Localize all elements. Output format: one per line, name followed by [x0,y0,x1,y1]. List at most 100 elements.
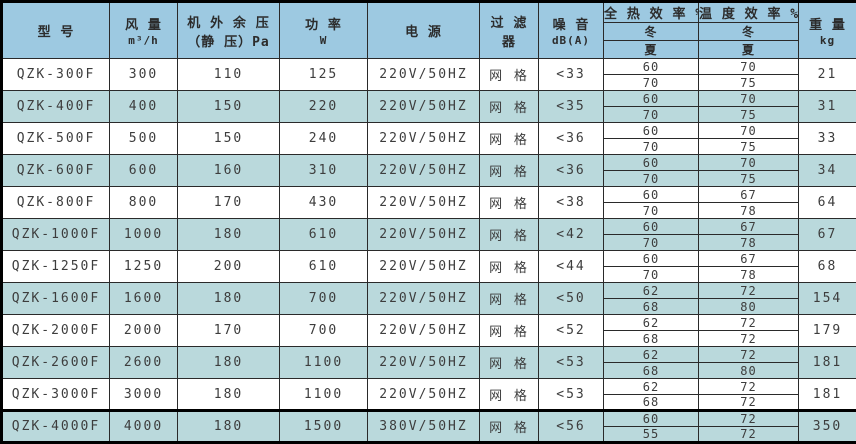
pressure-cell: 170 [178,315,280,347]
filter-cell: 网 格 [480,219,539,251]
power-cell: 1500 [280,411,368,443]
weight-cell: 179 [799,315,856,347]
heat-efficiency-summer-cell: 70 [604,107,699,123]
filter-cell: 网 格 [480,315,539,347]
power-cell: 610 [280,251,368,283]
heat-efficiency-winter-cell: 62 [604,315,699,331]
heat-efficiency-winter-cell: 60 [604,219,699,235]
heat-efficiency-summer-cell: 70 [604,203,699,219]
noise-cell: <36 [539,123,604,155]
temp-efficiency-winter-cell: 70 [699,59,799,75]
power-supply-cell: 220V/50HZ [368,91,480,123]
noise-cell: <56 [539,411,604,443]
weight-cell: 181 [799,379,856,411]
subheader-temp-winter: 冬 [699,23,799,41]
pressure-cell: 200 [178,251,280,283]
model-cell: QZK-500F [2,123,110,155]
power-supply-cell: 220V/50HZ [368,155,480,187]
heat-efficiency-winter-cell: 62 [604,379,699,395]
noise-cell: <38 [539,187,604,219]
col-header-filter-line1: 过 滤 [480,12,538,31]
airflow-cell: 1600 [110,283,178,315]
temp-efficiency-summer-cell: 72 [699,331,799,347]
temp-efficiency-summer-cell: 75 [699,171,799,187]
airflow-cell: 2600 [110,347,178,379]
model-cell: QZK-4000F [2,411,110,443]
heat-efficiency-winter-cell: 60 [604,155,699,171]
heat-efficiency-winter-cell: 60 [604,251,699,267]
filter-cell: 网 格 [480,411,539,443]
col-header-noise-unit: dB(A) [539,34,603,47]
model-cell: QZK-2000F [2,315,110,347]
temp-efficiency-summer-cell: 78 [699,267,799,283]
temp-efficiency-winter-cell: 67 [699,187,799,203]
heat-efficiency-summer-cell: 68 [604,363,699,379]
col-header-filter-line2: 器 [480,31,538,50]
heat-efficiency-summer-cell: 70 [604,139,699,155]
power-cell: 1100 [280,379,368,411]
col-header-power-unit: W [280,34,367,47]
heat-efficiency-summer-cell: 68 [604,395,699,411]
pressure-cell: 110 [178,59,280,91]
power-cell: 310 [280,155,368,187]
temp-efficiency-winter-cell: 72 [699,347,799,363]
temp-efficiency-summer-cell: 75 [699,75,799,91]
temp-efficiency-winter-cell: 70 [699,155,799,171]
temp-efficiency-winter-cell: 67 [699,219,799,235]
col-header-weight-unit: kg [799,34,856,47]
noise-cell: <50 [539,283,604,315]
power-cell: 700 [280,315,368,347]
col-header-airflow: 风 量 m³/h [110,2,178,59]
pressure-cell: 150 [178,91,280,123]
weight-cell: 350 [799,411,856,443]
temp-efficiency-summer-cell: 80 [699,363,799,379]
col-header-pressure: 机 外 余 压 （静 压）Pa [178,2,280,59]
power-supply-cell: 220V/50HZ [368,123,480,155]
model-cell: QZK-400F [2,91,110,123]
col-header-heat-efficiency: 全 热 效 率 % [604,2,699,23]
header-row: 型 号 风 量 m³/h 机 外 余 压 （静 压）Pa 功 率 W 电 源 过… [2,2,856,23]
weight-cell: 34 [799,155,856,187]
heat-efficiency-summer-cell: 68 [604,331,699,347]
col-header-power: 功 率 W [280,2,368,59]
filter-cell: 网 格 [480,123,539,155]
airflow-cell: 600 [110,155,178,187]
noise-cell: <53 [539,379,604,411]
col-header-pressure-line1: 机 外 余 压 [178,12,279,31]
power-supply-cell: 220V/50HZ [368,59,480,91]
power-supply-cell: 220V/50HZ [368,315,480,347]
power-supply-cell: 220V/50HZ [368,219,480,251]
temp-efficiency-summer-cell: 78 [699,235,799,251]
filter-cell: 网 格 [480,251,539,283]
temp-efficiency-summer-cell: 80 [699,299,799,315]
power-supply-cell: 220V/50HZ [368,251,480,283]
model-cell: QZK-600F [2,155,110,187]
power-supply-cell: 220V/50HZ [368,187,480,219]
power-supply-cell: 220V/50HZ [368,379,480,411]
airflow-cell: 4000 [110,411,178,443]
weight-cell: 31 [799,91,856,123]
col-header-power-supply-label: 电 源 [368,21,479,40]
col-header-airflow-label: 风 量 [110,14,177,33]
airflow-cell: 1250 [110,251,178,283]
weight-cell: 154 [799,283,856,315]
airflow-cell: 1000 [110,219,178,251]
col-header-temp-efficiency: 温 度 效 率 % [699,2,799,23]
model-cell: QZK-1250F [2,251,110,283]
temp-efficiency-winter-cell: 72 [699,379,799,395]
col-header-weight-label: 重 量 [799,14,856,33]
col-header-power-label: 功 率 [280,14,367,33]
temp-efficiency-summer-cell: 75 [699,107,799,123]
temp-efficiency-winter-cell: 70 [699,91,799,107]
